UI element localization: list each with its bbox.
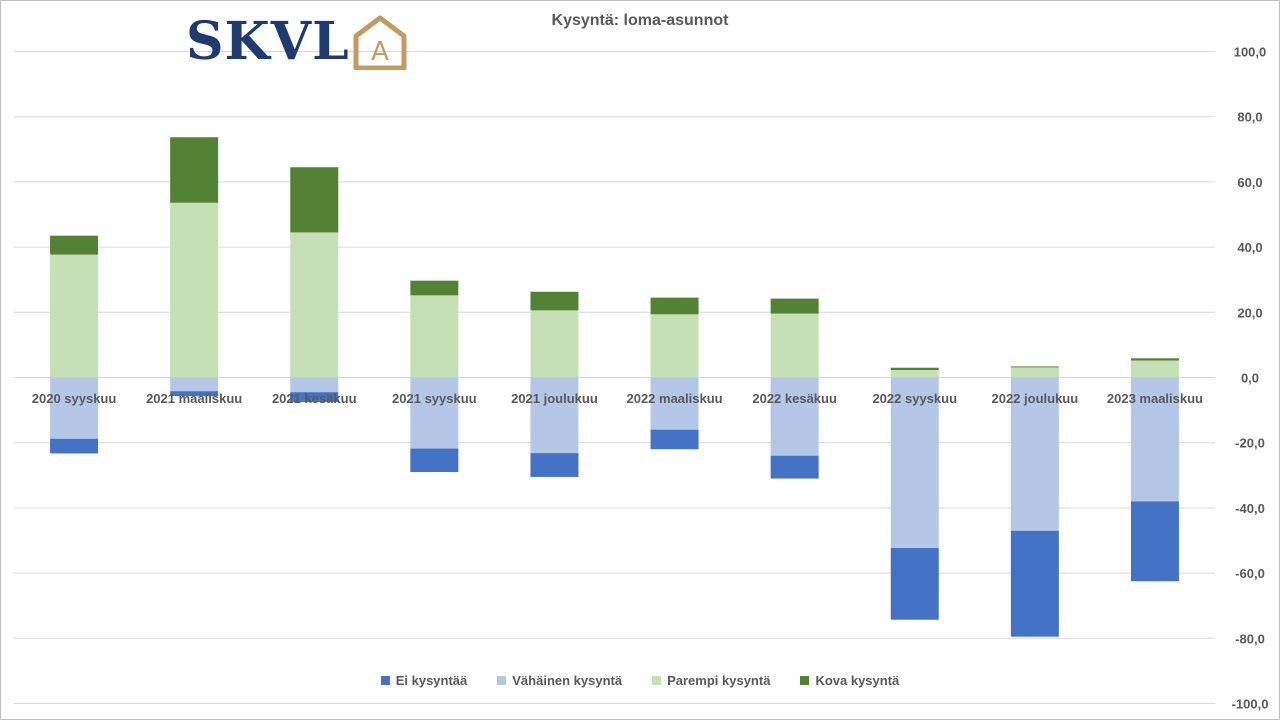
bar-segment xyxy=(410,295,459,378)
bar-segment xyxy=(410,280,459,296)
bar-segment xyxy=(650,429,699,450)
bar-segment xyxy=(770,313,819,378)
bar-segment xyxy=(170,137,219,203)
legend-label: Kova kysyntä xyxy=(815,673,900,688)
y-tick-label: -20,0 xyxy=(1235,436,1265,451)
y-tick-label: -100,0 xyxy=(1232,697,1269,712)
chart-title: Kysyntä: loma-asunnot xyxy=(551,12,729,29)
bar-segment xyxy=(290,232,339,378)
bar-segment xyxy=(1130,360,1179,378)
x-tick-label: 2022 joulukuu xyxy=(991,391,1078,406)
bar-segment xyxy=(290,392,339,402)
legend-label: Vähäinen kysyntä xyxy=(512,673,623,688)
bar-segment xyxy=(530,310,579,378)
legend-swatch xyxy=(380,676,390,685)
legend-label: Ei kysyntää xyxy=(395,673,468,688)
bar-segment xyxy=(410,377,459,449)
bar-segment xyxy=(530,291,579,311)
bar-segment xyxy=(170,202,219,378)
x-tick-label: 2023 maaliskuu xyxy=(1107,391,1203,406)
bar-segment xyxy=(890,377,939,548)
bar-segment xyxy=(290,167,339,233)
bar-segment xyxy=(410,448,459,473)
x-tick-label: 2022 maaliskuu xyxy=(626,391,722,406)
y-tick-label: -60,0 xyxy=(1235,566,1265,581)
bar-segment xyxy=(1010,377,1059,531)
bar-segment xyxy=(1130,501,1179,582)
bar-segment xyxy=(1130,377,1179,502)
bar-segment xyxy=(1010,530,1059,637)
bar-segment xyxy=(50,438,99,454)
bar-segment xyxy=(770,377,819,456)
bar-segment xyxy=(530,377,579,454)
bar-segment xyxy=(890,370,939,378)
bar-segment xyxy=(1010,367,1059,378)
y-tick-label: 100,0 xyxy=(1234,45,1267,60)
house-logo-icon: A xyxy=(353,15,407,70)
legend-item: Kova kysyntä xyxy=(800,673,899,688)
bar-segment xyxy=(770,298,819,314)
y-tick-label: -80,0 xyxy=(1235,631,1265,646)
chart-legend: Ei kysyntää Vähäinen kysyntä Parempi kys… xyxy=(0,673,1280,688)
x-tick-label: 2021 syyskuu xyxy=(392,391,477,406)
legend-swatch xyxy=(652,676,662,685)
x-tick-label: 2022 kesäkuu xyxy=(752,391,837,406)
bar-segment xyxy=(650,377,699,430)
bar-segment xyxy=(50,235,99,255)
bar-segment xyxy=(530,453,579,477)
y-tick-label: 60,0 xyxy=(1237,175,1262,190)
logo-mark-letter: A xyxy=(371,37,389,67)
y-tick-label: -40,0 xyxy=(1235,501,1265,516)
bar-segment xyxy=(890,547,939,620)
bar-segment xyxy=(650,297,699,315)
legend-swatch xyxy=(800,676,810,685)
x-tick-label: 2021 joulukuu xyxy=(511,391,598,406)
legend-item: Parempi kysyntä xyxy=(652,673,770,688)
y-tick-label: 40,0 xyxy=(1237,240,1262,255)
y-tick-label: 20,0 xyxy=(1237,305,1262,320)
logo-text: SKVL xyxy=(186,11,350,72)
y-tick-label: 0,0 xyxy=(1241,371,1259,386)
legend-label: Parempi kysyntä xyxy=(667,673,771,688)
bar-segment xyxy=(650,314,699,378)
bar-segment xyxy=(890,367,939,371)
legend-swatch xyxy=(497,676,507,685)
legend-item: Vähäinen kysyntä xyxy=(497,673,622,688)
x-tick-label: 2022 syyskuu xyxy=(872,391,957,406)
bar-segment xyxy=(290,377,339,393)
bar-segment xyxy=(1010,366,1059,368)
x-tick-label: 2020 syyskuu xyxy=(32,391,117,406)
x-tick-label: 2021 maaliskuu xyxy=(146,391,242,406)
bar-segment xyxy=(1130,358,1179,361)
legend-item: Ei kysyntää xyxy=(380,673,468,688)
bar-segment xyxy=(170,391,219,397)
bar-segment xyxy=(770,455,819,479)
bar-segment xyxy=(50,254,99,378)
bar-segment xyxy=(50,377,99,439)
bar-segment xyxy=(170,377,219,392)
company-logo: SKVL A xyxy=(186,10,408,74)
x-tick-label: 2021 kesäkuu xyxy=(272,391,357,406)
y-tick-label: 80,0 xyxy=(1237,110,1262,125)
